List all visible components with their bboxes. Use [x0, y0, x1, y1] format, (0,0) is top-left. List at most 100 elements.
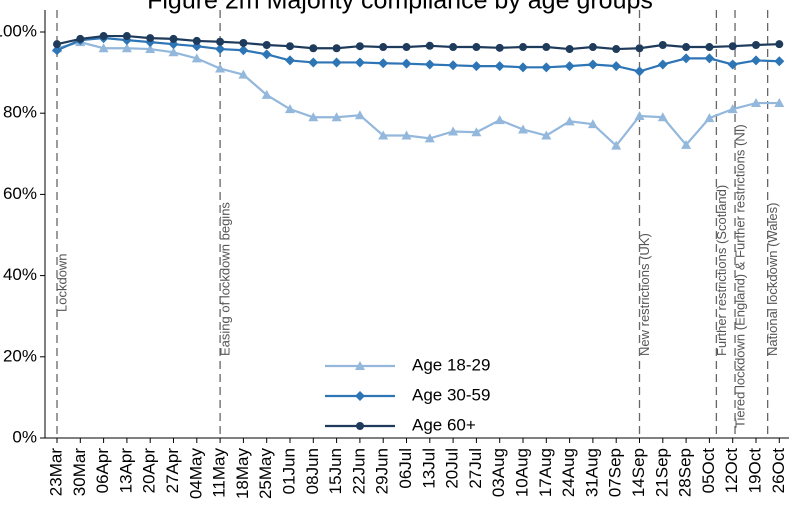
marker	[611, 140, 622, 150]
x-tick-label: 25May	[256, 448, 275, 500]
marker	[215, 63, 226, 73]
x-tick-label: 18May	[233, 448, 252, 500]
x-tick-label: 28Sep	[676, 448, 695, 497]
marker	[587, 59, 598, 70]
x-tick-label: 20Apr	[140, 448, 159, 494]
x-tick-label: 06Jul	[396, 448, 415, 489]
marker	[76, 34, 85, 43]
marker	[705, 43, 714, 52]
marker	[354, 110, 365, 120]
marker	[471, 61, 482, 72]
marker	[52, 45, 62, 56]
marker	[519, 43, 527, 52]
annotation-text: Lockdown	[54, 253, 69, 312]
marker	[541, 130, 552, 140]
legend-marker	[356, 422, 364, 430]
legend-label: Age 60+	[412, 415, 476, 434]
y-tick-label: 20%	[3, 346, 37, 365]
marker	[681, 139, 692, 149]
marker	[472, 43, 481, 52]
x-tick-label: 23Mar	[46, 448, 65, 497]
marker	[518, 124, 528, 134]
marker	[518, 62, 528, 73]
marker	[541, 62, 552, 73]
marker	[751, 98, 761, 108]
marker	[588, 43, 597, 52]
annotation-text: Tiered lockdown (England) & Further rest…	[732, 124, 747, 428]
series-line	[56, 41, 780, 148]
marker	[635, 44, 644, 53]
x-tick-label: 10Aug	[512, 448, 531, 497]
marker	[261, 89, 272, 99]
x-tick-label: 20Jul	[443, 448, 462, 489]
marker	[657, 112, 668, 122]
marker	[286, 42, 294, 51]
annotation-text: Further restrictions (Scotland)	[714, 185, 729, 356]
marker	[542, 43, 551, 52]
marker	[285, 55, 295, 66]
x-tick-label: 06Apr	[93, 448, 112, 494]
marker	[332, 44, 341, 53]
x-tick-label: 26Oct	[769, 448, 788, 494]
x-tick-label: 11May	[210, 448, 229, 498]
marker	[308, 57, 319, 68]
marker	[309, 44, 318, 53]
x-tick-label: 24Aug	[559, 448, 578, 497]
x-tick-label: 19Oct	[745, 448, 764, 494]
marker	[587, 119, 598, 129]
x-tick-label: 03Aug	[489, 448, 508, 497]
marker	[564, 116, 575, 126]
y-tick-label: 40%	[3, 265, 37, 284]
annotation-text: Easing of lockdown begins	[218, 202, 233, 356]
marker	[682, 43, 691, 52]
marker	[611, 61, 622, 72]
legend-marker	[355, 361, 365, 370]
marker	[681, 53, 692, 64]
marker	[146, 34, 155, 43]
marker	[145, 44, 156, 54]
x-tick-label: 27Apr	[163, 448, 182, 494]
marker	[424, 133, 435, 143]
marker	[169, 34, 178, 43]
marker	[261, 49, 272, 60]
x-tick-label: 13Jul	[419, 448, 438, 489]
marker	[53, 40, 61, 49]
marker	[728, 42, 737, 51]
x-tick-label: 07Sep	[606, 448, 625, 497]
marker	[355, 42, 364, 51]
x-tick-label: 05Oct	[699, 448, 718, 494]
marker	[168, 47, 179, 57]
legend-label: Age 30-59	[412, 385, 490, 404]
marker	[401, 130, 412, 140]
marker	[448, 126, 459, 136]
marker	[425, 41, 434, 50]
marker	[471, 127, 482, 137]
marker	[657, 59, 668, 70]
y-tick-label: 100%	[0, 21, 37, 40]
marker	[331, 112, 342, 122]
marker	[727, 104, 738, 114]
x-tick-label: 04May	[186, 448, 205, 500]
marker	[402, 43, 411, 52]
annotation-text: National lockdown (Wales)	[765, 203, 780, 356]
x-tick-label: 22Jun	[349, 448, 368, 494]
marker	[379, 43, 388, 52]
marker	[239, 38, 248, 47]
x-tick-label: 31Aug	[582, 448, 601, 497]
marker	[238, 69, 249, 79]
marker	[704, 113, 715, 123]
marker	[612, 45, 621, 54]
y-tick-label: 60%	[3, 184, 37, 203]
marker	[192, 36, 201, 45]
marker	[727, 59, 738, 70]
x-tick-label: 29Jun	[373, 448, 392, 494]
y-tick-label: 80%	[3, 103, 37, 122]
chart-title: Figure 2m Majority compliance by age gro…	[147, 0, 653, 15]
marker	[378, 58, 389, 69]
marker	[401, 58, 412, 69]
marker	[121, 43, 132, 53]
y-tick-label: 0%	[12, 427, 37, 446]
marker	[262, 40, 271, 49]
marker	[354, 57, 365, 68]
